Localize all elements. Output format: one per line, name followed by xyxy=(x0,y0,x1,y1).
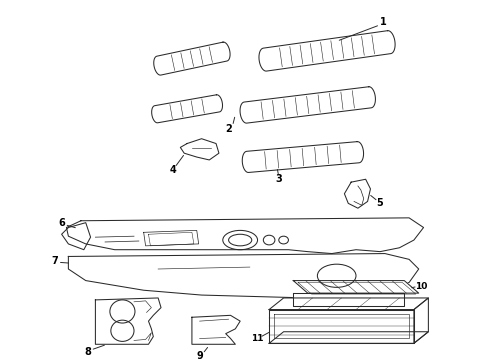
Polygon shape xyxy=(269,298,428,310)
Text: 8: 8 xyxy=(84,347,91,357)
Text: 1: 1 xyxy=(380,17,387,27)
Polygon shape xyxy=(240,87,375,123)
Polygon shape xyxy=(152,95,222,123)
Polygon shape xyxy=(293,280,419,293)
Polygon shape xyxy=(192,315,240,344)
Polygon shape xyxy=(269,310,414,343)
Polygon shape xyxy=(180,139,219,160)
Polygon shape xyxy=(293,293,404,306)
Text: 10: 10 xyxy=(416,282,428,291)
Text: 11: 11 xyxy=(251,334,264,343)
Polygon shape xyxy=(62,223,91,250)
Polygon shape xyxy=(242,141,364,172)
Text: 4: 4 xyxy=(169,165,176,175)
Text: 9: 9 xyxy=(196,351,203,360)
Text: 6: 6 xyxy=(58,218,65,228)
Polygon shape xyxy=(269,332,428,343)
Polygon shape xyxy=(259,31,395,71)
Text: 5: 5 xyxy=(377,198,384,208)
Polygon shape xyxy=(67,218,423,253)
Polygon shape xyxy=(344,179,370,208)
Text: 7: 7 xyxy=(51,256,58,266)
Polygon shape xyxy=(96,298,161,344)
Text: 2: 2 xyxy=(225,124,232,134)
Polygon shape xyxy=(414,298,428,343)
Polygon shape xyxy=(154,42,230,75)
Text: 3: 3 xyxy=(275,174,282,184)
Polygon shape xyxy=(69,253,419,298)
